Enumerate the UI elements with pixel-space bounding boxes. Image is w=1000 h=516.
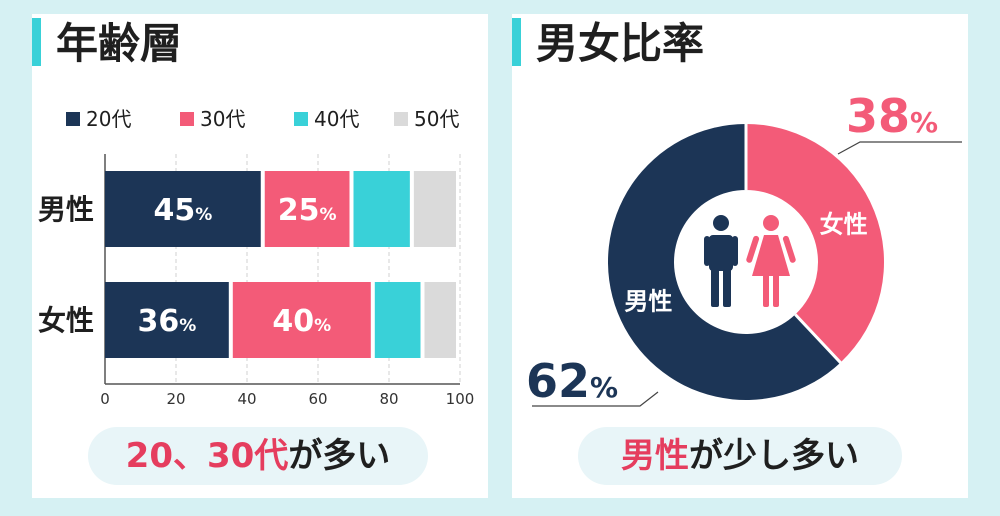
gender-panel-title: 男女比率 — [536, 19, 705, 68]
x-tick-label: 100 — [446, 390, 475, 408]
x-tick-label: 0 — [100, 390, 110, 408]
category-label: 男性 — [38, 193, 94, 226]
donut-slice — [608, 124, 841, 400]
legend-label-4: 50代 — [414, 107, 459, 131]
age-summary: 20、30代が多い — [88, 427, 428, 485]
title-accent-bar — [32, 18, 41, 66]
slice-name-label: 男性 — [624, 288, 672, 316]
slice-value-unit: % — [590, 371, 618, 404]
slice-value-label: 38% — [846, 89, 938, 143]
bar-data-label-unit: % — [314, 316, 331, 336]
slice-separator — [794, 313, 843, 365]
gender-summary-highlight: 男性 — [621, 436, 689, 476]
slice-value-unit: % — [910, 106, 938, 139]
legend-label-3: 40代 — [314, 107, 359, 131]
age-panel-title: 年齢層 — [56, 19, 183, 68]
age-summary-highlight: 20、30代 — [125, 436, 289, 476]
gender-summary-rest: が少し多い — [689, 436, 859, 476]
slice-value-label: 62% — [526, 354, 618, 408]
title-accent-bar — [512, 18, 521, 66]
age-panel: 年齢層 20代 30代 40代 50代 0 20 40 60 80 100 男性 45% 25% 女性 36… — [32, 14, 488, 498]
donut-slice — [746, 124, 884, 363]
callout-leader-female — [837, 141, 962, 155]
bar-segment — [105, 282, 229, 358]
bar-segment — [424, 282, 456, 358]
x-tick-label: 60 — [308, 390, 327, 408]
gender-panel: 男女比率 女性 男性 38% 62% 男性が少し多い — [512, 14, 968, 498]
legend-label-1: 20代 — [86, 107, 131, 131]
x-tick-label: 40 — [237, 390, 256, 408]
legend-swatch-3 — [294, 112, 308, 126]
female-person-icon — [746, 215, 796, 307]
slice-name-label: 女性 — [820, 210, 868, 238]
x-tick-label: 20 — [166, 390, 185, 408]
bar-data-label-unit: % — [179, 316, 196, 336]
callout-leader-male — [532, 391, 659, 407]
bar-data-label-unit: % — [195, 205, 212, 225]
age-summary-rest: が多い — [288, 436, 391, 476]
bar-data-label: 36% — [138, 304, 197, 339]
legend-swatch-2 — [180, 112, 194, 126]
bar-segment — [232, 282, 371, 358]
x-tick-label: 80 — [379, 390, 398, 408]
legend-swatch-4 — [394, 112, 408, 126]
bar-segment — [374, 282, 421, 358]
category-label: 女性 — [38, 304, 94, 337]
bar-segment — [413, 171, 456, 247]
legend-swatch-1 — [66, 112, 80, 126]
male-person-icon — [704, 215, 738, 307]
bar-data-label-unit: % — [319, 205, 336, 225]
gender-summary: 男性が少し多い — [578, 427, 902, 485]
bar-segment — [264, 171, 350, 247]
legend-label-2: 30代 — [200, 107, 245, 131]
bar-segment — [105, 171, 261, 247]
bar-segment — [353, 171, 410, 247]
